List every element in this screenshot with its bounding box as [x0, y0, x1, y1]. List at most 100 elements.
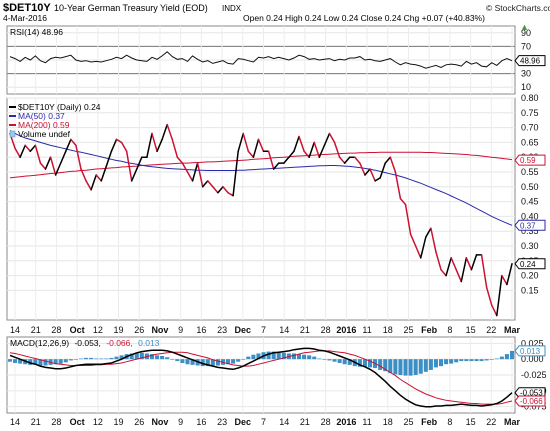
rsi-tick-label: 90 — [521, 28, 531, 38]
price-line-segment — [303, 150, 310, 158]
price-line-segment — [455, 268, 463, 283]
price-tick-label: 0.35 — [521, 226, 539, 236]
macd-histogram-bar — [367, 359, 373, 368]
macd-histogram-bar — [317, 358, 322, 360]
macd-histogram-bar — [89, 357, 94, 360]
macd-histogram-bar — [99, 358, 104, 360]
x-tick-label: Nov — [151, 325, 168, 335]
watermark-label: © StockCharts.com — [486, 3, 550, 13]
price-line-segment — [389, 156, 397, 173]
x-tick-label: 2016 — [336, 325, 356, 335]
price-line-segment — [156, 138, 163, 153]
price-line-segment — [414, 245, 422, 259]
price-tick-label: 0.50 — [521, 182, 539, 192]
macd-histogram-bar — [297, 354, 302, 360]
macd-histogram-bar — [190, 359, 195, 365]
price-line-segment — [374, 177, 381, 182]
macd-tick-label: 0.000 — [521, 354, 544, 364]
price-line-segment — [288, 150, 295, 158]
x-tick-label: 14 — [279, 417, 289, 427]
macd-histogram-bar — [38, 359, 43, 366]
x-tick-label: 28 — [321, 417, 331, 427]
macd-histogram-bar — [499, 356, 504, 360]
macd-histogram-bar — [63, 359, 68, 363]
macd-hist-label-value: 0.013 — [138, 338, 160, 348]
x-axis-labels-top: 14 21 28 Oct 12 19 26 Nov 9 16 23 Dec 7 14 21 28 2016 11 1… — [10, 325, 521, 335]
macd-histogram-bar — [28, 359, 33, 365]
macd-histogram-bar — [266, 351, 271, 360]
macd-value-tag: -0.066 — [514, 395, 546, 407]
price-value-tag-box — [514, 219, 546, 231]
macd-histogram-bar — [347, 359, 352, 365]
price-line-segment — [257, 138, 265, 153]
x-tick-label: 21 — [300, 325, 310, 335]
price-line-segment — [359, 162, 366, 176]
price-line-segment — [425, 227, 432, 238]
macd-histogram-bar — [73, 359, 78, 360]
ma50-line — [9, 130, 513, 226]
x-tick-label: 15 — [466, 325, 476, 335]
macd-histogram-bar — [109, 357, 114, 360]
macd-histogram — [7, 350, 515, 376]
price-line-segment — [440, 268, 447, 277]
macd-histogram-bar — [180, 359, 185, 363]
macd-histogram-bar — [413, 359, 418, 375]
macd-histogram-bar — [322, 359, 327, 360]
x-tick-label: 22 — [486, 417, 496, 427]
price-line-segment — [120, 141, 128, 153]
macd-histogram-bar — [479, 359, 484, 362]
macd-histogram-bar — [362, 359, 367, 367]
macd-histogram-bar — [175, 359, 180, 362]
rsi-tick-label: 30 — [521, 69, 531, 79]
macd-histogram-bar — [423, 359, 428, 372]
macd-legend: MACD(12,26,9) -0.053, -0.066, 0.013 — [10, 338, 160, 348]
macd-histogram-bar — [276, 352, 281, 360]
price-line-segment — [24, 144, 32, 153]
price-line-segment — [460, 257, 468, 283]
price-value-tag-text: 0.37 — [520, 221, 536, 230]
x-tick-label: 21 — [31, 417, 41, 427]
macd-histogram-bar — [388, 359, 393, 374]
macd-tick-label: -0.075 — [521, 402, 547, 412]
macd-label-value: -0.053, — [74, 338, 100, 348]
macd-histogram-bar — [114, 356, 119, 360]
price-value-tag-text: 0.24 — [520, 260, 536, 269]
ohlc-summary: Open 0.24 High 0.24 Low 0.24 Close 0.24 … — [243, 13, 485, 23]
price-line-segment — [59, 150, 67, 164]
price-line-segment — [65, 138, 72, 153]
x-tick-label: 7 — [261, 325, 266, 335]
chart-date: 4-Mar-2016 — [3, 13, 47, 23]
macd-histogram-bar — [43, 359, 48, 366]
macd-histogram-bar — [408, 359, 413, 376]
price-line-segment — [252, 138, 260, 158]
price-line-segment — [105, 150, 113, 167]
price-line-segment — [328, 132, 336, 144]
macd-histogram-bar — [7, 359, 13, 362]
x-tick-label: 14 — [279, 325, 289, 335]
price-line-segment — [146, 132, 153, 158]
macd-histogram-bar — [149, 354, 155, 360]
price-line-segment — [19, 144, 26, 158]
vertical-gridlines — [14, 26, 513, 413]
x-tick-label: 8 — [447, 417, 452, 427]
price-line-segment — [470, 254, 478, 271]
macd-histogram-bar — [332, 359, 337, 362]
price-line-segment — [212, 186, 219, 194]
macd-histogram-bar — [241, 359, 246, 360]
price-line-segment — [207, 180, 214, 188]
macd-histogram-bar — [418, 359, 423, 374]
macd-tick-label: -0.025 — [521, 370, 547, 380]
price-series — [9, 123, 513, 317]
x-tick-label: 15 — [466, 417, 476, 427]
macd-histogram-bar — [226, 359, 231, 365]
macd-histogram-bar — [398, 359, 403, 375]
price-line-segment — [186, 171, 194, 182]
macd-histogram-bar — [433, 359, 438, 368]
macd-histogram-bar — [504, 354, 509, 360]
x-tick-label: Dec — [235, 417, 252, 427]
price-line-segment — [485, 286, 493, 306]
price-line-segment — [90, 174, 97, 191]
price-value-tag: 0.24 — [514, 258, 546, 270]
price-line-segment — [176, 156, 184, 164]
